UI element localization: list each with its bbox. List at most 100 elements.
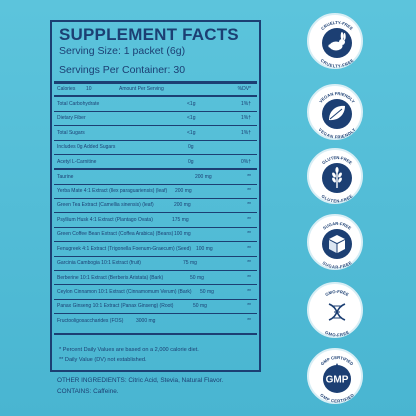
serving-size: Serving Size: 1 packet (6g)	[59, 45, 186, 57]
header-divider	[54, 81, 257, 84]
ingredient-name: Acetyl L-Carnitine	[57, 159, 97, 165]
ingredient-name: Ceylon Cinnamon 10:1 Extract (Cinnamomum…	[57, 289, 192, 295]
ingredient-name: Includes 0g Added Sugars	[57, 144, 116, 150]
amount-per-serving-label: Amount Per Serving	[119, 86, 164, 92]
row-divider	[54, 184, 257, 185]
ingredient-amount: 50 mg	[200, 289, 214, 295]
dna-icon	[328, 303, 346, 321]
ingredient-name: Fenugreek 4:1 Extract (Trigonella Foenum…	[57, 246, 192, 252]
ingredient-dv: **	[247, 275, 251, 281]
servings-per-container: Servings Per Container: 30	[59, 64, 186, 76]
ingredient-name: Total Carbohydrate	[57, 101, 100, 107]
row-divider	[54, 313, 257, 314]
ingredient-name: Dietary Fiber	[57, 115, 86, 121]
ingredient-name: Berberine 10:1 Extract (Berberis Aristat…	[57, 275, 164, 281]
gmo-free-badge: GMO-FREE GMO-FREE	[307, 282, 363, 338]
badge-bottom-text: GMP CERTIFIED	[319, 393, 355, 404]
vegan-friendly-badge: VEGAN FRIENDLY VEGAN FRIENDLY	[307, 84, 363, 140]
ingredient-amount: 0g	[188, 144, 194, 150]
gmp-certified-badge: GMP GMP CERTIFIED GMP CERTIFIED	[307, 348, 363, 404]
ingredient-name: Green Coffee Bean Extract (Coffea Arabic…	[57, 231, 174, 237]
calories-label: Calories	[57, 86, 76, 92]
badge-bottom-text: GMO-FREE	[324, 330, 350, 338]
footnote-divider	[54, 333, 257, 335]
ingredient-amount: 50 mg	[193, 303, 207, 309]
svg-text:SUGAR-FREE: SUGAR-FREE	[322, 260, 353, 269]
other-ingredients: OTHER INGREDIENTS: Citric Acid, Stevia, …	[57, 377, 224, 384]
ingredient-name: Green Tea Extract (Camellia sinensis) (l…	[57, 202, 154, 208]
row-divider	[54, 270, 257, 271]
gluten-free-badge: GLUTEN-FREE GLUTEN-FREE	[307, 148, 363, 204]
ingredient-dv: **	[247, 289, 251, 295]
ingredient-amount: 100 mg	[174, 231, 191, 237]
ingredient-dv: 1%†	[240, 130, 251, 136]
row-divider	[54, 125, 257, 126]
badge-bottom-text: GLUTEN-FREE	[321, 193, 354, 203]
badge-bottom-text: SUGAR-FREE	[322, 260, 353, 269]
wheat-icon	[332, 167, 342, 188]
ingredient-amount: 200 mg	[195, 174, 212, 180]
ingredient-dv: 0%†	[240, 159, 251, 165]
ingredient-dv: **	[247, 217, 251, 223]
ingredient-name: Yerba Mate 4:1 Extract (Ilex paraguarien…	[57, 188, 168, 194]
dv-header: %DV*	[237, 86, 251, 92]
row-divider	[54, 154, 257, 155]
ingredient-name: Garcinia Cambogia 10:1 Extract (fruit)	[57, 260, 141, 266]
header-row-rule	[54, 95, 257, 97]
row-divider	[54, 111, 257, 112]
row-divider	[54, 299, 257, 300]
ingredient-dv: **	[247, 246, 251, 252]
ingredient-name: Taurine	[57, 174, 74, 180]
ingredient-amount: 100 mg	[196, 246, 213, 252]
ingredient-amount: <1g	[187, 101, 196, 107]
row-divider	[54, 241, 257, 242]
row-divider	[54, 284, 257, 285]
ingredient-amount: 3000 mg	[136, 318, 156, 324]
row-divider	[54, 212, 257, 213]
ingredient-amount: 200 mg	[174, 202, 191, 208]
ingredient-name: Panax Ginseng 10:1 Extract (Panax Ginsen…	[57, 303, 174, 309]
calories-value: 10	[86, 86, 92, 92]
row-divider	[54, 140, 257, 141]
gmp-center-text: GMP	[326, 375, 349, 386]
ingredient-amount: <1g	[187, 130, 196, 136]
facts-title: SUPPLEMENT FACTS	[59, 25, 239, 44]
ingredient-amount: <1g	[187, 115, 196, 121]
badge-top-text: GMO-FREE	[324, 289, 350, 297]
gmp-shield-icon: GMP	[326, 363, 349, 386]
row-divider	[54, 168, 257, 170]
footnote-percent-dv: * Percent Daily Values are based on a 2,…	[59, 347, 199, 353]
svg-text:GMO-FREE: GMO-FREE	[324, 330, 350, 338]
ingredient-dv: **	[247, 174, 251, 180]
svg-text:GMO-FREE: GMO-FREE	[324, 289, 350, 297]
ingredient-dv: **	[247, 303, 251, 309]
ingredient-dv: **	[247, 318, 251, 324]
svg-text:GLUTEN-FREE: GLUTEN-FREE	[321, 193, 354, 203]
ingredient-dv: **	[247, 202, 251, 208]
sugar-free-badge: SUGAR-FREE SUGAR-FREE	[307, 214, 363, 270]
ingredient-name: Total Sugars	[57, 130, 85, 136]
ingredient-amount: 50 mg	[190, 275, 204, 281]
cruelty-free-badge: CRUELTY-FREE CRUELTY-FREE	[307, 13, 363, 69]
ingredient-dv: 1%†	[240, 101, 251, 107]
row-divider	[54, 227, 257, 228]
ingredient-amount: 0g	[188, 159, 194, 165]
ingredient-dv: **	[247, 231, 251, 237]
contains-statement: CONTAINS: Caffeine.	[57, 388, 119, 395]
svg-text:GMP CERTIFIED: GMP CERTIFIED	[319, 393, 355, 404]
ingredient-amount: 175 mg	[172, 217, 189, 223]
badge-bottom-text: CRUELTY-FREE	[320, 58, 355, 69]
supplement-facts-panel	[50, 20, 261, 372]
rabbit-icon	[328, 32, 346, 51]
ingredient-name: Psyllium Husk 4:1 Extract (Plantago Ovat…	[57, 217, 153, 223]
ingredient-name: Fructooligosaccharides (FOS)	[57, 318, 124, 324]
ingredient-dv: **	[247, 188, 251, 194]
svg-text:CRUELTY-FREE: CRUELTY-FREE	[320, 58, 355, 69]
leaf-icon	[329, 105, 345, 121]
ingredient-amount: 200 mg	[175, 188, 192, 194]
row-divider	[54, 198, 257, 199]
ingredient-amount: 75 mg	[183, 260, 197, 266]
ingredient-dv: 1%†	[240, 115, 251, 121]
badge-top-text: SUGAR-FREE	[322, 221, 353, 231]
row-divider	[54, 256, 257, 257]
